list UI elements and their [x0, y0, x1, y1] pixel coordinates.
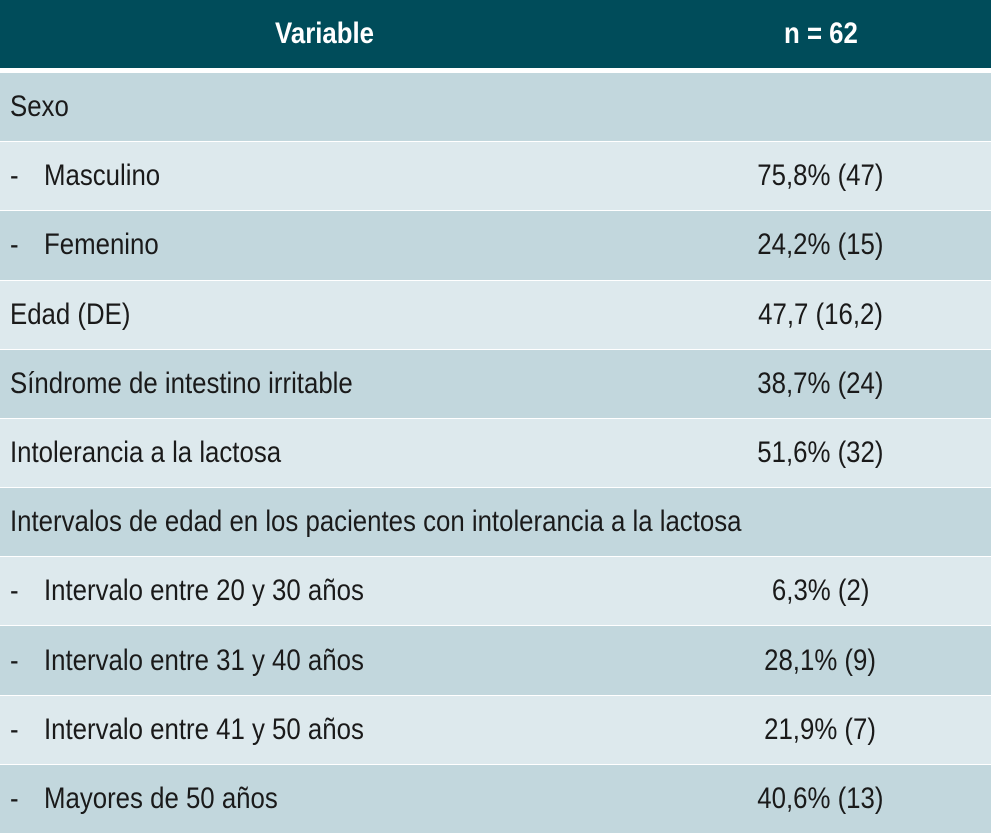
row-label: Femenino [44, 228, 159, 262]
value-cell: 47,7 (16,2) [650, 281, 991, 349]
row-label: Intervalos de edad en los pacientes con … [10, 505, 742, 539]
row-label: Edad (DE) [10, 297, 131, 331]
value-cell: 21,9% (7) [650, 696, 991, 764]
row-value: 47,7 (16,2) [758, 297, 883, 331]
value-cell [650, 488, 991, 556]
table-row: - Mayores de 50 años 40,6% (13) [0, 764, 991, 833]
table-row: Intervalos de edad en los pacientes con … [0, 488, 991, 557]
value-cell: 38,7% (24) [650, 350, 991, 418]
label-cell: - Intervalo entre 20 y 30 años [0, 557, 650, 625]
row-label: Mayores de 50 años [44, 781, 278, 815]
row-label: Intolerancia a la lactosa [10, 435, 282, 469]
label-cell: - Intervalo entre 41 y 50 años [0, 696, 650, 764]
label-cell: Sexo [0, 73, 650, 141]
header-row: Variable n = 62 [0, 0, 991, 68]
table-row: - Masculino 75,8% (47) [0, 142, 991, 211]
label-cell: - Intervalo entre 31 y 40 años [0, 626, 650, 694]
row-value: 75,8% (47) [757, 159, 884, 193]
row-label: Sexo [10, 90, 69, 124]
label-cell: - Femenino [0, 211, 650, 279]
row-label: Síndrome de intestino irritable [10, 366, 353, 400]
row-value: 28,1% (9) [764, 643, 877, 677]
table-row: Edad (DE) 47,7 (16,2) [0, 280, 991, 349]
row-label: Intervalo entre 20 y 30 años [44, 574, 364, 608]
row-value: 51,6% (32) [757, 435, 884, 469]
bullet: - [10, 712, 19, 746]
bullet: - [10, 574, 19, 608]
header-cell: n = 62 [650, 0, 991, 68]
value-cell: 6,3% (2) [650, 557, 991, 625]
bullet: - [10, 159, 19, 193]
row-label: Masculino [44, 159, 161, 193]
row-label: Intervalo entre 31 y 40 años [44, 643, 364, 677]
header-cell: Variable [0, 0, 650, 68]
bullet: - [10, 781, 19, 815]
table-row: - Intervalo entre 41 y 50 años 21,9% (7) [0, 695, 991, 764]
label-cell: - Mayores de 50 años [0, 765, 650, 833]
label-cell: Síndrome de intestino irritable [0, 350, 650, 418]
value-cell: 24,2% (15) [650, 211, 991, 279]
bullet: - [10, 228, 19, 262]
row-value: 40,6% (13) [757, 781, 884, 815]
bullet: - [10, 643, 19, 677]
table-row: Intolerancia a la lactosa 51,6% (32) [0, 418, 991, 488]
label-cell: Edad (DE) [0, 281, 650, 349]
row-value: 21,9% (7) [764, 712, 877, 746]
row-value: 38,7% (24) [757, 366, 884, 400]
table-row: Síndrome de intestino irritable 38,7% (24… [0, 349, 991, 418]
label-cell: Intolerancia a la lactosa [0, 419, 650, 487]
value-cell: 28,1% (9) [650, 626, 991, 694]
value-cell [650, 73, 991, 141]
header-text: n = 62 [783, 17, 858, 50]
value-cell: 40,6% (13) [650, 765, 991, 833]
value-cell: 75,8% (47) [650, 142, 991, 210]
label-cell: Intervalos de edad en los pacientes con … [0, 488, 741, 556]
header-text: Variable [275, 17, 375, 50]
table-row: - Intervalo entre 31 y 40 años 28,1% (9) [0, 626, 991, 695]
table-row: Sexo [0, 73, 991, 142]
value-cell: 51,6% (32) [650, 419, 991, 487]
row-label: Intervalo entre 41 y 50 años [44, 712, 364, 746]
label-cell: - Masculino [0, 142, 650, 210]
row-value: 6,3% (2) [771, 574, 870, 608]
row-value: 24,2% (15) [757, 228, 884, 262]
table-row: - Intervalo entre 20 y 30 años 6,3% (2) [0, 557, 991, 626]
table-row: - Femenino 24,2% (15) [0, 211, 991, 280]
